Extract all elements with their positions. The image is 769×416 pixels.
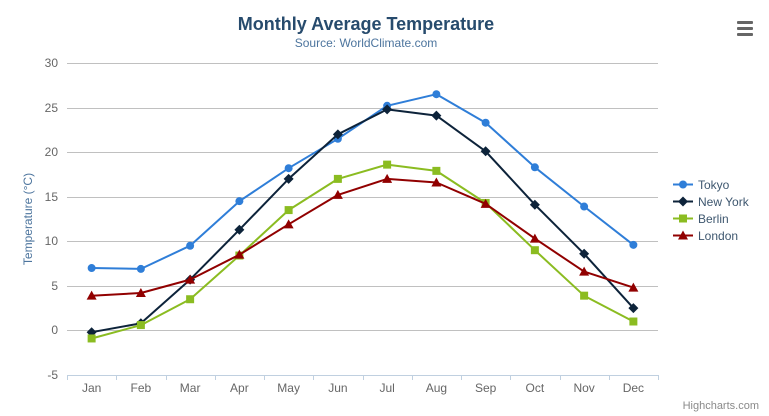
y-axis-label: 0 (51, 323, 58, 338)
y-axis-label: 20 (44, 145, 58, 160)
y-axis-label: 25 (44, 100, 58, 115)
legend-label: Tokyo (698, 177, 730, 192)
legend-label: Berlin (698, 211, 729, 226)
x-axis-label: Dec (622, 381, 645, 395)
legend-label: New York (698, 194, 749, 209)
x-axis-label: Feb (130, 381, 152, 395)
legend-item-berlin[interactable]: Berlin (673, 210, 749, 227)
series-tokyo-markers[interactable] (87, 90, 638, 273)
legend-label: London (698, 228, 739, 243)
series-new-york-markers[interactable] (86, 104, 639, 338)
chart-title: Monthly Average Temperature (237, 14, 495, 34)
square-marker-icon (673, 214, 693, 223)
y-axis-label: -5 (47, 368, 58, 382)
legend-item-tokyo[interactable]: Tokyo (673, 176, 749, 193)
x-axis-label: Oct (525, 381, 545, 395)
legend: Tokyo New York Berlin London (673, 176, 749, 244)
legend-item-new-york[interactable]: New York (673, 193, 749, 210)
x-axis-label: Mar (179, 381, 201, 395)
series-london-markers[interactable] (86, 173, 639, 300)
circle-marker-icon (673, 180, 693, 189)
hamburger-icon (737, 33, 753, 36)
diamond-marker-icon (673, 196, 693, 207)
y-axis-label: 10 (44, 234, 58, 249)
export-menu-button[interactable] (735, 18, 755, 39)
x-axis-label: Aug (425, 381, 448, 395)
series-new-york-line[interactable] (90, 108, 635, 334)
series-london-line[interactable] (90, 177, 635, 297)
y-axis-label: 5 (51, 278, 58, 293)
x-axis-label: Sep (474, 381, 497, 395)
x-axis-label: May (277, 381, 300, 395)
credits-link[interactable]: Highcharts.com (682, 400, 759, 412)
series-tokyo-line[interactable] (90, 93, 635, 270)
x-axis-label: Jul (379, 381, 395, 395)
chart-subtitle: Source: WorldClimate.com (294, 36, 438, 50)
triangle-marker-icon (673, 230, 693, 240)
x-axis-label: Jun (328, 381, 348, 395)
x-axis-label: Apr (230, 381, 249, 395)
y-axis-label: 30 (44, 56, 58, 70)
y-axis-label: 15 (44, 189, 58, 204)
hamburger-icon (737, 27, 753, 30)
x-axis-label: Jan (81, 381, 102, 395)
legend-item-london[interactable]: London (673, 227, 749, 244)
hamburger-icon (737, 21, 753, 24)
x-axis-label: Nov (573, 381, 595, 395)
series-berlin-line[interactable] (90, 163, 635, 340)
